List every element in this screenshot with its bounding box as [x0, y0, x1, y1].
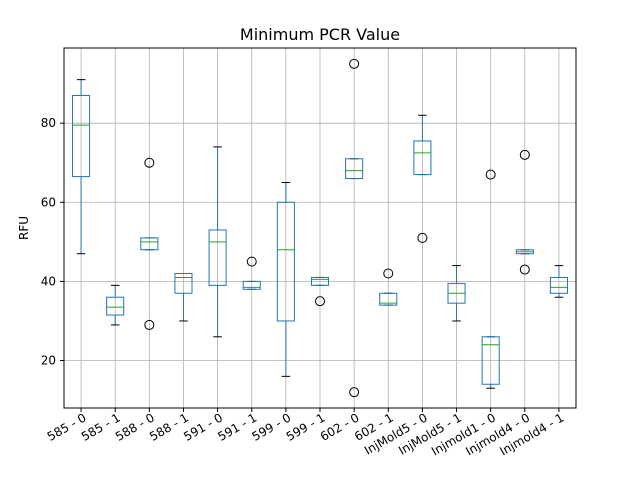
- box-iqr: [174, 272, 193, 294]
- box-group: [276, 182, 295, 377]
- box-group: [310, 276, 330, 307]
- box-group: [242, 256, 261, 290]
- box-group: [345, 58, 364, 398]
- outlier-point: [349, 387, 360, 398]
- box-iqr: [276, 201, 295, 322]
- box-group: [549, 265, 568, 298]
- box-group: [106, 284, 125, 326]
- box-iqr: [379, 292, 398, 306]
- box-group: [379, 268, 398, 306]
- y-tick-label: 80: [41, 116, 56, 130]
- box-iqr: [549, 276, 568, 294]
- box-iqr: [413, 140, 432, 176]
- box-iqr: [106, 296, 125, 316]
- outlier-point: [519, 264, 530, 275]
- outlier-point: [315, 296, 325, 307]
- outlier-point: [144, 319, 155, 330]
- outlier-point: [519, 149, 530, 160]
- box-group: [481, 169, 500, 389]
- y-tick-label: 20: [41, 354, 56, 368]
- y-ticks: 20 40 60 80: [41, 116, 64, 368]
- box-iqr: [140, 237, 159, 251]
- chart-title: Minimum PCR Value: [240, 25, 400, 44]
- box-group: [140, 157, 159, 330]
- y-tick-label: 60: [41, 195, 56, 209]
- outlier-point: [144, 157, 155, 168]
- box-iqr: [208, 229, 227, 286]
- outlier-point: [383, 268, 394, 279]
- boxes-layer: [72, 58, 568, 398]
- box-group: [515, 149, 534, 275]
- outlier-point: [485, 169, 496, 180]
- y-tick-label: 40: [41, 274, 56, 288]
- outlier-point: [417, 232, 428, 243]
- box-iqr: [242, 280, 261, 290]
- outlier-point: [349, 58, 360, 69]
- box-group: [174, 272, 193, 322]
- grid-lines: [64, 48, 576, 408]
- box-group: [72, 79, 91, 255]
- box-group: [447, 265, 466, 322]
- box-iqr: [345, 158, 364, 180]
- box-iqr: [481, 336, 500, 385]
- box-group: [413, 114, 432, 243]
- y-axis-label: RFU: [17, 216, 31, 240]
- box-iqr: [72, 94, 91, 178]
- outlier-point: [246, 256, 257, 267]
- box-group: [208, 146, 227, 338]
- box-iqr: [310, 276, 330, 286]
